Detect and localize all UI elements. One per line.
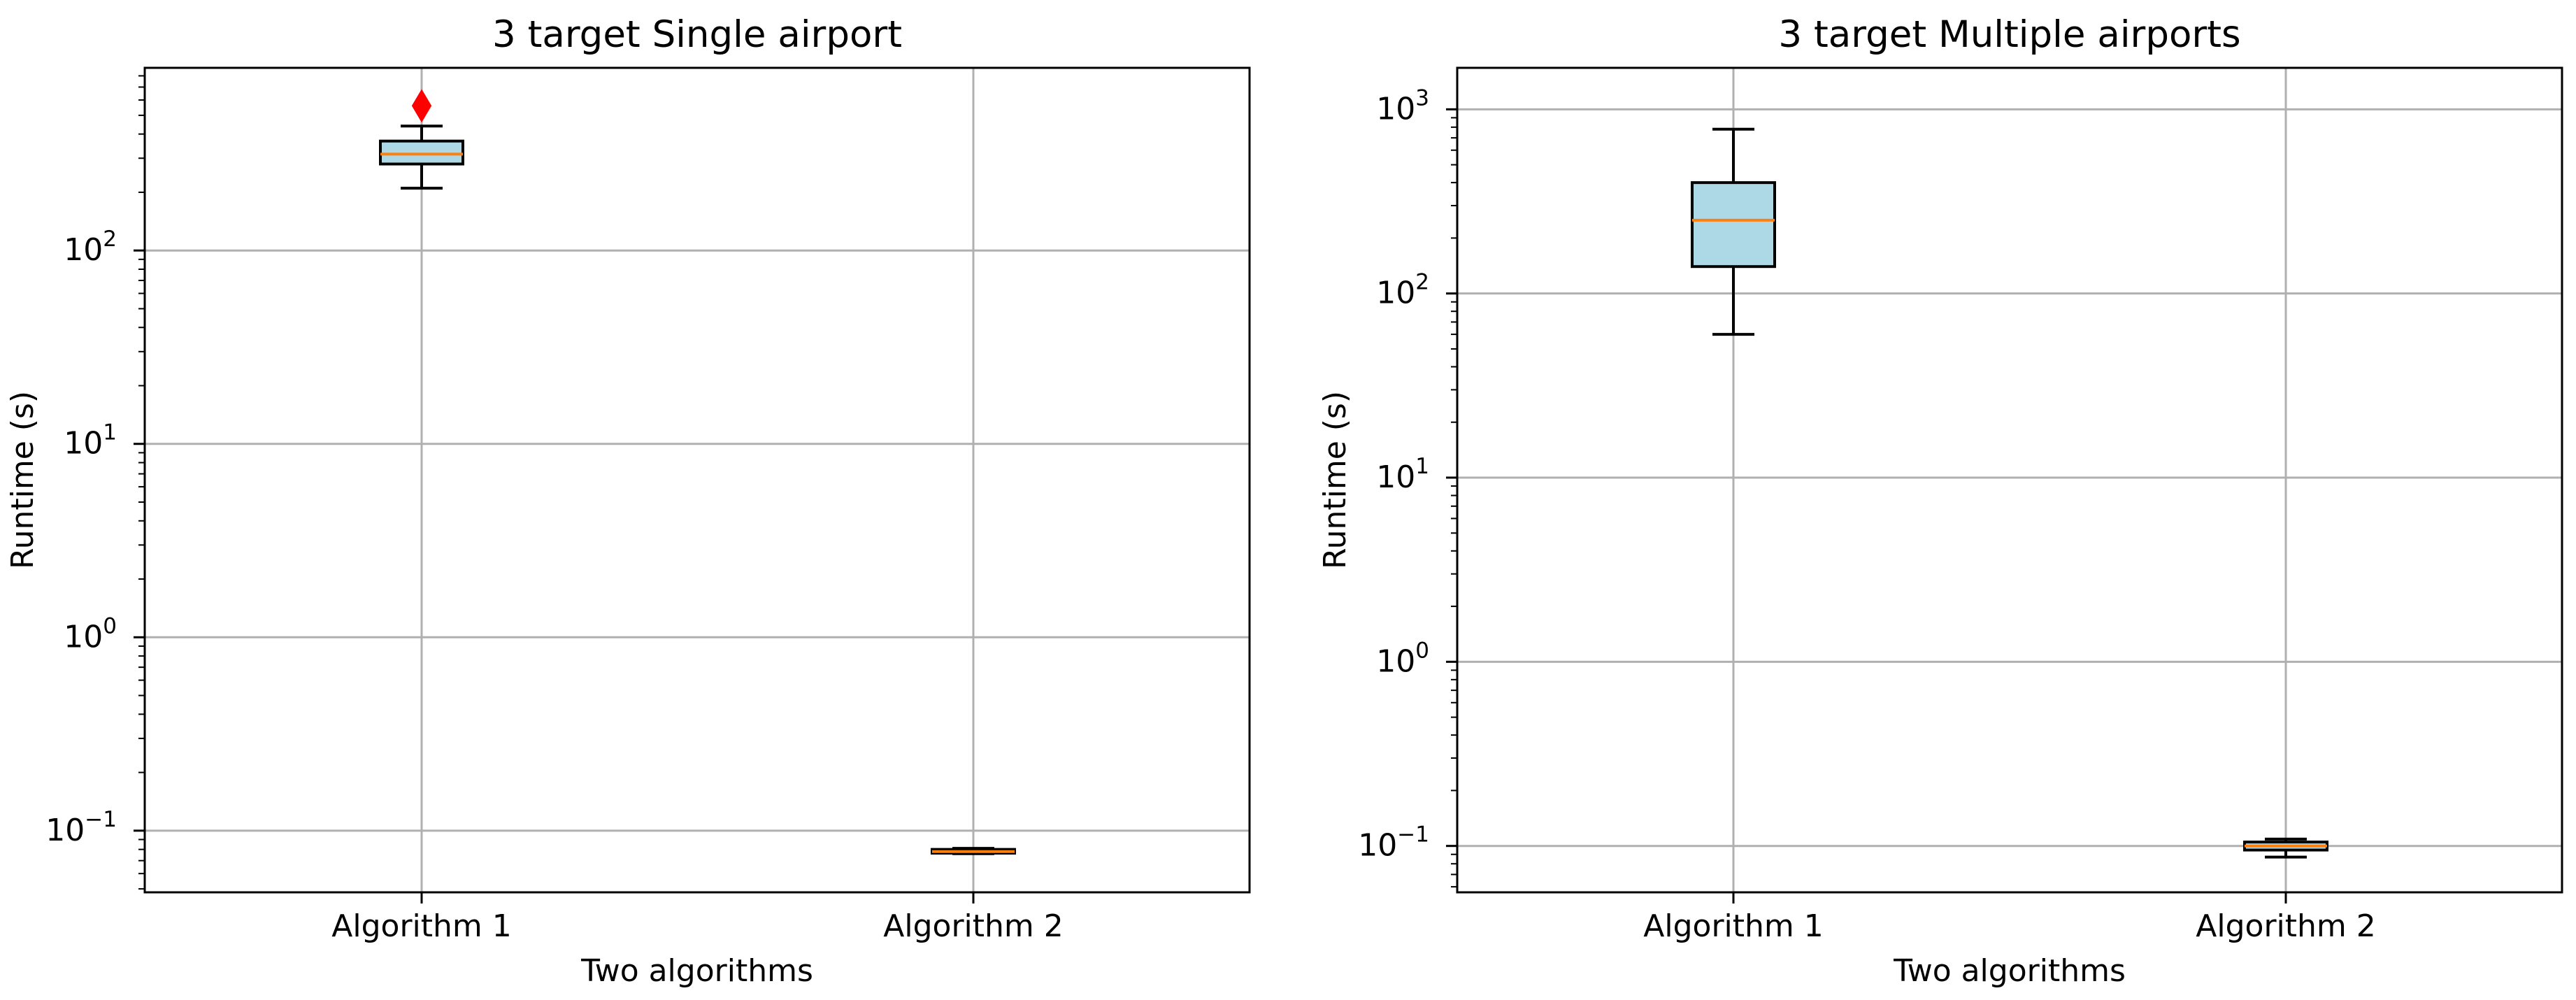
chart-title: 3 target Multiple airports xyxy=(1778,13,2240,56)
axes-frame xyxy=(1456,66,2563,894)
chart-title: 3 target Single airport xyxy=(492,13,902,56)
x-tick-label: Algorithm 2 xyxy=(2196,908,2375,944)
x-tick-label: Algorithm 1 xyxy=(1643,908,1823,944)
box-1 xyxy=(1691,127,1776,336)
box-iqr xyxy=(379,139,464,166)
x-tick-label: Algorithm 1 xyxy=(331,908,511,944)
box-2 xyxy=(931,847,1016,855)
y-axis-label: Runtime (s) xyxy=(1317,391,1353,569)
y-tick-label: 102 xyxy=(64,227,117,268)
y-tick-label: 102 xyxy=(1376,270,1429,311)
outlier-point xyxy=(411,89,432,123)
box-iqr xyxy=(1691,181,1776,269)
y-tick-label: 101 xyxy=(64,420,117,462)
y-tick-label: 10−1 xyxy=(1358,822,1429,864)
y-tick-label: 100 xyxy=(1376,638,1429,679)
axes-frame xyxy=(143,66,1251,894)
y-tick-label: 100 xyxy=(64,613,117,655)
y-tick-label: 101 xyxy=(1376,454,1429,495)
x-axis-label: Two algorithms xyxy=(580,953,813,989)
y-tick-label: 103 xyxy=(1376,85,1429,127)
y-tick-label: 10−1 xyxy=(45,807,117,848)
x-axis-label: Two algorithms xyxy=(1893,953,2126,989)
box-1 xyxy=(379,89,464,190)
y-axis-label: Runtime (s) xyxy=(5,391,41,569)
x-tick-label: Algorithm 2 xyxy=(883,908,1063,944)
box-2 xyxy=(2243,837,2328,859)
left-chart-single-airport: 10−1 100 101 102 Algorithm 1 Algorithm 2 3 tar… xyxy=(5,13,1251,989)
right-chart-multiple-airports: 10−1 100 101 102 103 Algorithm 1 Algorithm 2 3 … xyxy=(1317,13,2563,989)
